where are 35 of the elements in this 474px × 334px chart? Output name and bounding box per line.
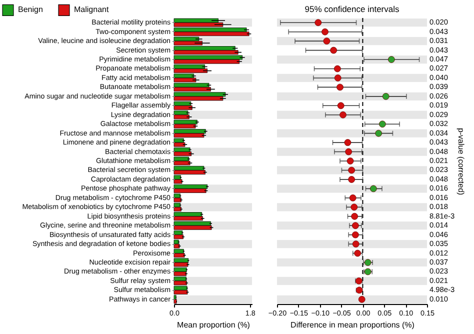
- point: [334, 74, 342, 82]
- point: [336, 84, 344, 91]
- point: [348, 166, 356, 174]
- point: [348, 176, 356, 183]
- point: [378, 120, 386, 128]
- point: [337, 102, 344, 110]
- bar: [174, 234, 184, 240]
- point: [345, 148, 352, 156]
- point: [349, 194, 356, 202]
- point: [358, 296, 366, 303]
- point: [346, 158, 354, 164]
- bar: [174, 152, 192, 156]
- legend-label: Benign: [18, 5, 43, 14]
- point: [314, 19, 322, 26]
- x-axis-title: Difference in mean proportions (%): [290, 320, 415, 330]
- point: [344, 139, 352, 146]
- point: [322, 28, 328, 36]
- point: [334, 65, 341, 72]
- point: [354, 250, 362, 257]
- point: [370, 185, 377, 192]
- point: [352, 240, 360, 248]
- point: [375, 130, 382, 137]
- point: [350, 204, 358, 211]
- x-axis-title: Mean proportion (%): [177, 320, 250, 330]
- point: [382, 92, 390, 100]
- y2-axis-title: p-value (corrected): [456, 128, 466, 196]
- point: [340, 111, 346, 118]
- legend-label: Malignant: [74, 5, 110, 14]
- point: [330, 46, 338, 54]
- point: [352, 222, 359, 230]
- point: [351, 212, 358, 220]
- point: [352, 231, 359, 238]
- point: [388, 56, 395, 63]
- point: [323, 38, 330, 44]
- chart-title: 95% confidence intervals: [304, 4, 400, 14]
